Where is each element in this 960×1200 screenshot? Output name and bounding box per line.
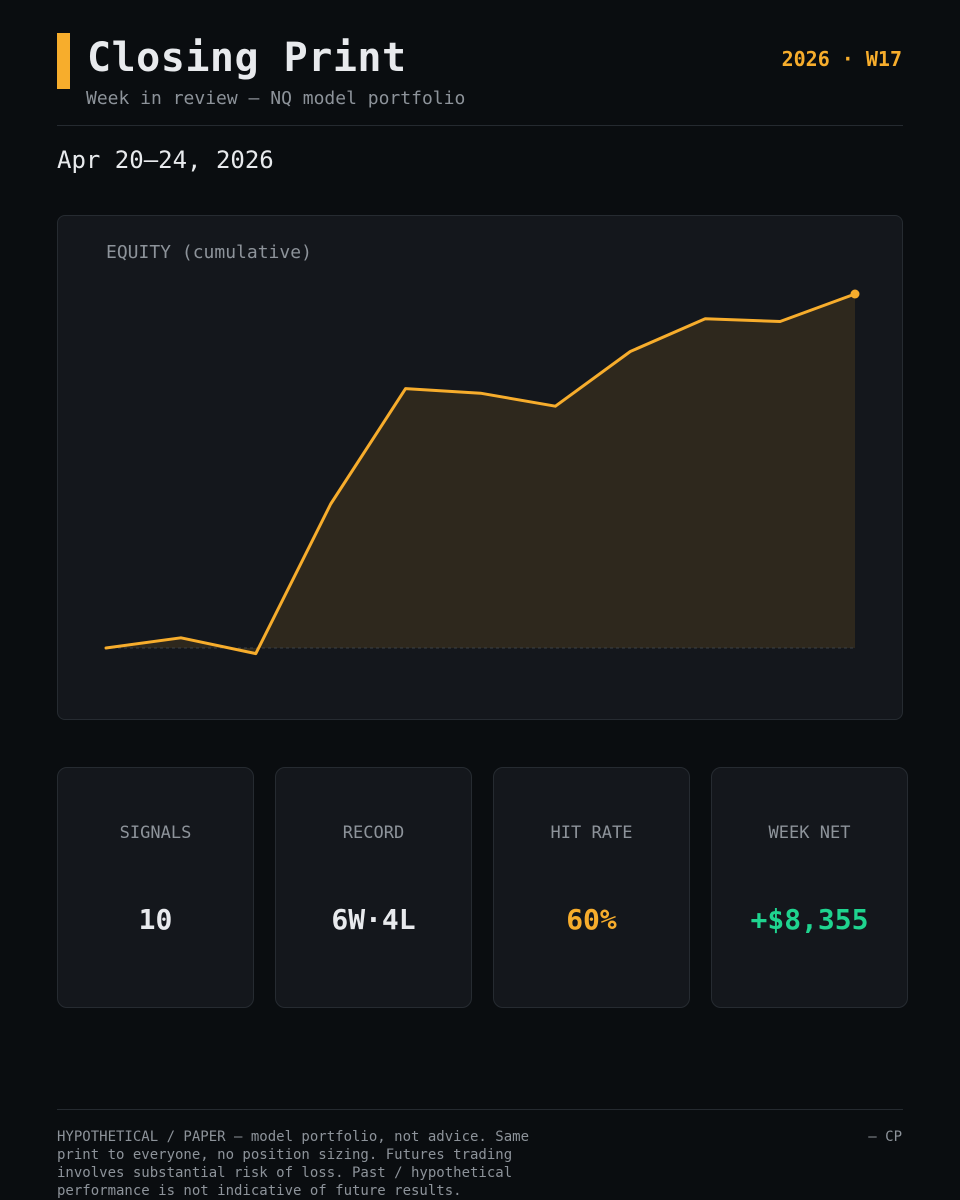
equity-line	[104, 292, 857, 656]
header-divider	[57, 125, 903, 126]
stat-value-record: 6W·4L	[331, 903, 416, 936]
page-subtitle: Week in review — NQ model portfolio	[86, 88, 466, 109]
stat-label-hit-rate: HIT RATE	[550, 823, 633, 843]
week-tag: 2026 · W17	[781, 47, 902, 71]
disclaimer-text: HYPOTHETICAL / PAPER — model portfolio, …	[57, 1129, 530, 1199]
stat-card-record: RECORD 6W·4L	[275, 767, 472, 1008]
stat-card-signals: SIGNALS 10	[57, 767, 254, 1008]
signature: — CP	[868, 1129, 902, 1145]
footer-divider	[57, 1109, 903, 1110]
date-range: Apr 20–24, 2026	[57, 146, 274, 174]
chart-title: EQUITY (cumulative)	[106, 242, 312, 263]
stat-value-week-net: +$8,355	[750, 903, 869, 936]
title-accent-bar	[57, 33, 70, 89]
stat-card-week-net: WEEK NET +$8,355	[711, 767, 908, 1008]
equity-chart-panel: EQUITY (cumulative)	[57, 215, 903, 720]
stat-label-record: RECORD	[342, 823, 405, 843]
equity-last-point	[850, 289, 860, 299]
equity-area-fill	[106, 294, 855, 654]
page-title: Closing Print	[87, 35, 407, 81]
equity-chart	[104, 289, 860, 656]
stat-card-hit-rate: HIT RATE 60%	[493, 767, 690, 1008]
stat-label-signals: SIGNALS	[119, 823, 192, 843]
stat-value-hit-rate: 60%	[566, 903, 617, 936]
stat-label-week-net: WEEK NET	[768, 823, 851, 843]
stat-value-signals: 10	[138, 903, 173, 936]
